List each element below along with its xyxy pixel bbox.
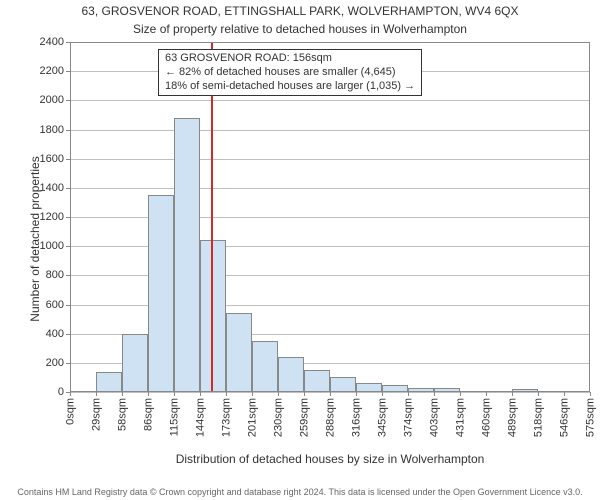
- chart-subtitle: Size of property relative to detached ho…: [0, 22, 600, 36]
- x-tick-mark: [252, 392, 253, 396]
- x-tick-mark: [460, 392, 461, 396]
- y-tick-label: 1800: [40, 124, 64, 136]
- x-tick-label: 58sqm: [117, 398, 129, 431]
- x-tick-label: 288sqm: [325, 398, 337, 437]
- y-tick-label: 400: [46, 328, 64, 340]
- histogram-bar: [382, 385, 408, 392]
- x-tick-mark: [512, 392, 513, 396]
- y-tick-label: 2000: [40, 94, 64, 106]
- y-tick-mark: [66, 130, 70, 131]
- x-tick-mark: [538, 392, 539, 396]
- x-tick-label: 575sqm: [585, 398, 597, 437]
- annotation-line-3: 18% of semi-detached houses are larger (…: [165, 80, 415, 94]
- x-tick-label: 460sqm: [481, 398, 493, 437]
- y-tick-mark: [66, 217, 70, 218]
- y-tick-label: 2400: [40, 36, 64, 48]
- y-tick-mark: [66, 159, 70, 160]
- histogram-bar: [96, 372, 122, 392]
- x-tick-label: 316sqm: [351, 398, 363, 437]
- y-gridline: [70, 159, 590, 160]
- y-tick-label: 0: [58, 386, 64, 398]
- y-tick-label: 1200: [40, 211, 64, 223]
- x-tick-label: 431sqm: [455, 398, 467, 437]
- histogram-bar: [278, 357, 304, 392]
- y-tick-label: 1400: [40, 182, 64, 194]
- x-tick-label: 86sqm: [143, 398, 155, 431]
- annotation-line-1: 63 GROSVENOR ROAD: 156sqm: [165, 52, 415, 66]
- y-tick-label: 1600: [40, 153, 64, 165]
- attribution-text: Contains HM Land Registry data © Crown c…: [0, 487, 600, 497]
- histogram-bar: [434, 388, 460, 392]
- x-tick-mark: [122, 392, 123, 396]
- x-tick-mark: [486, 392, 487, 396]
- x-tick-label: 489sqm: [507, 398, 519, 437]
- y-tick-mark: [66, 305, 70, 306]
- histogram-bar: [200, 240, 226, 392]
- x-tick-label: 29sqm: [91, 398, 103, 431]
- histogram-bar: [356, 383, 382, 392]
- y-axis-label: Number of detached properties: [28, 109, 42, 369]
- x-tick-mark: [96, 392, 97, 396]
- x-tick-mark: [408, 392, 409, 396]
- x-tick-label: 546sqm: [559, 398, 571, 437]
- y-tick-mark: [66, 334, 70, 335]
- histogram-bar: [512, 389, 538, 392]
- x-tick-mark: [70, 392, 71, 396]
- y-tick-mark: [66, 275, 70, 276]
- histogram-bar: [226, 313, 252, 392]
- x-tick-mark: [564, 392, 565, 396]
- x-tick-mark: [278, 392, 279, 396]
- y-gridline: [70, 100, 590, 101]
- y-tick-mark: [66, 42, 70, 43]
- annotation-line-2: ← 82% of detached houses are smaller (4,…: [165, 66, 415, 80]
- annotation-box: 63 GROSVENOR ROAD: 156sqm ← 82% of detac…: [158, 49, 422, 96]
- histogram-bar: [148, 195, 174, 392]
- y-gridline: [70, 42, 590, 43]
- x-tick-mark: [200, 392, 201, 396]
- y-tick-mark: [66, 100, 70, 101]
- x-tick-mark: [174, 392, 175, 396]
- x-tick-label: 144sqm: [195, 398, 207, 437]
- x-tick-mark: [226, 392, 227, 396]
- x-tick-mark: [590, 392, 591, 396]
- x-tick-mark: [356, 392, 357, 396]
- y-gridline: [70, 130, 590, 131]
- y-tick-mark: [66, 246, 70, 247]
- histogram-bar: [174, 118, 200, 392]
- y-tick-label: 600: [46, 299, 64, 311]
- plot-area: 0200400600800100012001400160018002000220…: [70, 42, 590, 392]
- y-tick-mark: [66, 188, 70, 189]
- x-tick-label: 518sqm: [533, 398, 545, 437]
- x-tick-label: 374sqm: [403, 398, 415, 437]
- histogram-bar: [304, 370, 330, 392]
- y-tick-label: 1000: [40, 240, 64, 252]
- histogram-bar: [330, 377, 356, 392]
- histogram-bar: [122, 334, 148, 392]
- y-tick-label: 2200: [40, 65, 64, 77]
- y-tick-mark: [66, 363, 70, 364]
- chart-title: 63, GROSVENOR ROAD, ETTINGSHALL PARK, WO…: [0, 4, 600, 18]
- x-axis-label: Distribution of detached houses by size …: [70, 452, 590, 466]
- x-tick-mark: [304, 392, 305, 396]
- x-tick-mark: [434, 392, 435, 396]
- x-tick-mark: [148, 392, 149, 396]
- x-tick-label: 0sqm: [65, 398, 77, 425]
- x-tick-label: 173sqm: [221, 398, 233, 437]
- y-tick-label: 200: [46, 357, 64, 369]
- x-tick-mark: [382, 392, 383, 396]
- x-tick-label: 403sqm: [429, 398, 441, 437]
- histogram-bar: [408, 388, 434, 392]
- y-tick-mark: [66, 71, 70, 72]
- chart-page: { "titles": { "main": "63, GROSVENOR ROA…: [0, 0, 600, 500]
- x-tick-label: 259sqm: [299, 398, 311, 437]
- x-tick-label: 230sqm: [273, 398, 285, 437]
- x-tick-mark: [330, 392, 331, 396]
- histogram-bar: [252, 341, 278, 392]
- x-tick-label: 201sqm: [247, 398, 259, 437]
- y-tick-label: 800: [46, 269, 64, 281]
- x-tick-label: 115sqm: [169, 398, 181, 436]
- x-tick-label: 345sqm: [377, 398, 389, 437]
- y-gridline: [70, 188, 590, 189]
